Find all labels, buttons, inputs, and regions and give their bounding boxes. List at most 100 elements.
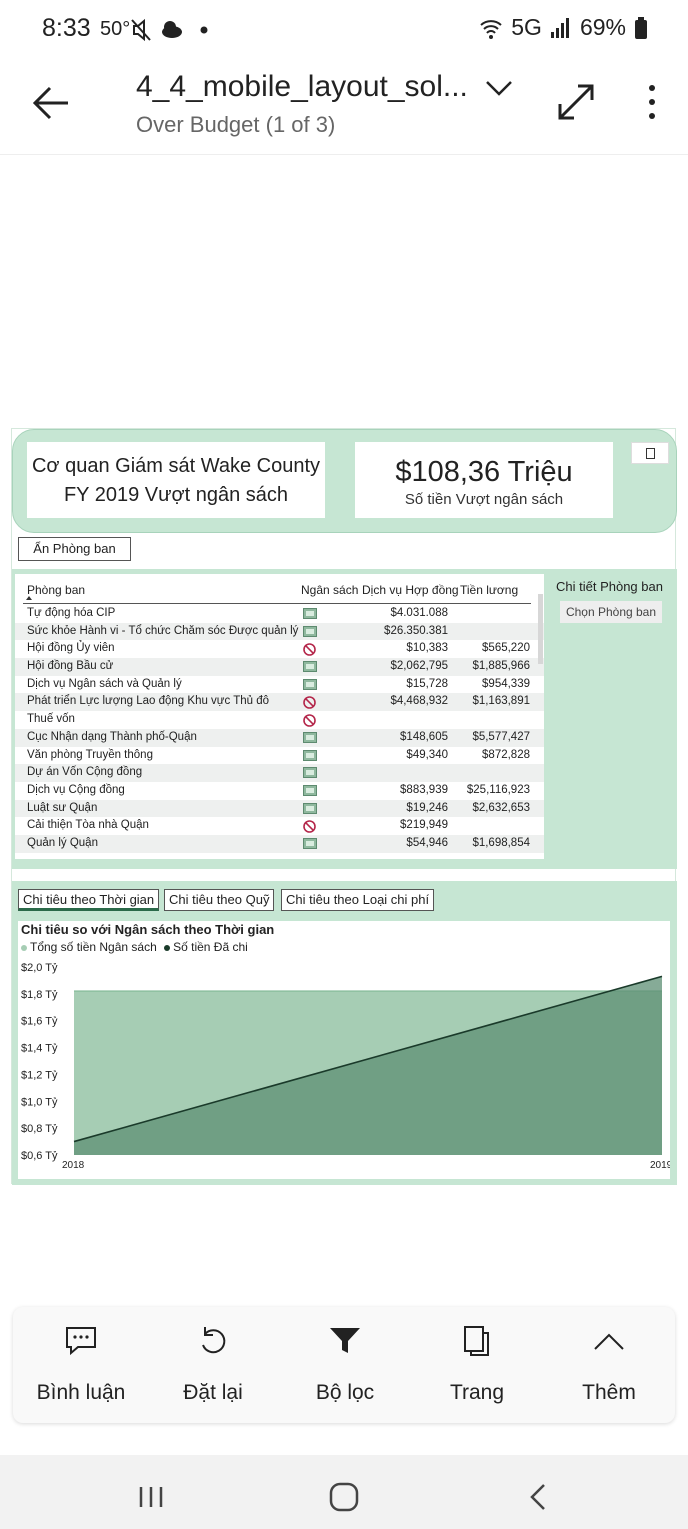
cell-contract: $54,946 <box>406 836 448 849</box>
table-row[interactable]: Hội đồng Ủy viên $10,383 $565,220 <box>15 640 544 658</box>
pages-label: Trang <box>449 1381 505 1404</box>
more-label: Thêm <box>582 1381 636 1404</box>
table-row[interactable]: Hội đồng Bầu cử $2,062,795 $1,885,966 <box>15 658 544 676</box>
home-icon[interactable] <box>328 1481 360 1513</box>
table-row[interactable]: Cục Nhận dạng Thành phố-Quận $148,605 $5,5… <box>15 728 544 747</box>
pages-icon <box>464 1326 489 1356</box>
sort-asc-icon <box>26 596 32 600</box>
select-department-button[interactable]: Chọn Phòng ban <box>560 601 662 623</box>
spending-section: Chi tiêu theo Thời gian Chi tiêu theo Qu… <box>12 881 677 1185</box>
x-tick-label: 2019 <box>650 1160 670 1171</box>
col-header-department[interactable]: Phòng ban <box>27 583 86 597</box>
table-row[interactable]: Cải thiện Tòa nhà Quận $219,949 <box>15 817 544 835</box>
cell-contract: $10,383 <box>406 642 448 655</box>
wifi-icon <box>480 19 502 39</box>
cell-contract: $4,468,932 <box>390 695 448 708</box>
signal-icon <box>550 17 569 38</box>
cell-salary: $5,577,427 <box>472 730 530 743</box>
table-scrollbar[interactable] <box>537 584 543 846</box>
spending-chart: Chi tiêu so với Ngân sách theo Thời gian… <box>18 921 670 1179</box>
expand-icon[interactable] <box>556 82 596 122</box>
report-title[interactable]: 4_4_mobile_layout_sol... <box>136 70 468 103</box>
table-body: Tự động hóa CIP $4.031.088 Sức khỏe Hành v… <box>15 605 544 853</box>
info-button[interactable] <box>631 442 669 464</box>
department-table: Phòng ban Ngân sách Dịch vụ Hợp đồng Tiề… <box>15 574 544 859</box>
chart-title: Chi tiêu so với Ngân sách theo Thời gian <box>21 922 275 937</box>
col-header-salary[interactable]: Tiền lương <box>460 583 519 597</box>
cell-department: Hội đồng Bầu cử <box>27 660 114 673</box>
table-row[interactable]: Dịch vụ Cộng đồng $883,939 $25,116,923 <box>15 782 544 800</box>
cell-salary: $25,116,923 <box>466 783 530 796</box>
tab-spending-fund[interactable]: Chi tiêu theo Quỹ <box>164 889 275 911</box>
y-tick-label: $2,0 Tỷ <box>21 962 58 974</box>
y-tick-label: $1,6 Tỷ <box>21 1016 58 1028</box>
kpi-label: Số tiền Vượt ngân sách <box>404 491 564 508</box>
cell-department: Dịch vụ Cộng đồng <box>27 783 125 796</box>
tab-spending-type[interactable]: Chi tiêu theo Loại chi phí <box>281 889 435 911</box>
recent-apps-icon[interactable] <box>136 1483 166 1511</box>
header-divider <box>23 603 531 604</box>
back-nav-icon[interactable] <box>526 1483 550 1511</box>
money-icon <box>303 731 317 746</box>
cell-salary: $954,339 <box>482 677 530 690</box>
cell-department: Cục Nhận dạng Thành phố-Quận <box>27 730 197 743</box>
cell-contract: $19,246 <box>406 801 448 814</box>
cell-contract: $2,062,795 <box>390 660 448 673</box>
tab-spending-time[interactable]: Chi tiêu theo Thời gian <box>18 889 160 911</box>
cell-contract: $26.350.381 <box>384 624 448 637</box>
cell-department: Văn phòng Truyền thông <box>27 748 153 761</box>
cell-department: Luật sư Quận <box>27 801 98 814</box>
col-header-contract[interactable]: Dịch vụ Hợp đồng <box>362 583 459 597</box>
reset-label: Đặt lại <box>183 1381 243 1404</box>
prohibited-icon <box>303 714 316 730</box>
money-icon <box>303 767 317 781</box>
mute-icon <box>131 18 151 42</box>
table-row[interactable]: Thuế vốn <box>15 711 544 729</box>
app-bar: 4_4_mobile_layout_sol... Over Budget (1 … <box>0 60 688 155</box>
cell-department: Dự án Vốn Cộng đồng <box>27 766 143 779</box>
chevron-down-icon[interactable] <box>485 78 513 98</box>
table-row[interactable]: Sức khỏe Hành vi - Tổ chức Chăm sóc Được… <box>15 622 544 641</box>
cell-salary: $872,828 <box>482 748 530 761</box>
table-row[interactable]: Dự án Vốn Cộng đồng <box>15 764 544 782</box>
spent-area <box>74 976 662 1155</box>
pages-button[interactable]: Trang <box>411 1307 543 1423</box>
hide-departments-button[interactable]: Ẩn Phòng ban <box>18 537 131 561</box>
cell-contract: $883,939 <box>400 783 448 796</box>
cell-department: Sức khỏe Hành vi - Tổ chức Chăm sóc Được… <box>27 624 299 637</box>
table-row[interactable]: Quản lý Quận $54,946 $1,698,854 <box>15 834 544 853</box>
cell-department: Cải thiện Tòa nhà Quận <box>27 819 149 832</box>
kpi-card: $108,36 Triệu Số tiền Vượt ngân sách <box>355 442 613 518</box>
cell-salary: $1,698,854 <box>472 836 530 849</box>
scroll-thumb[interactable] <box>538 594 543 664</box>
reset-icon <box>202 1327 226 1354</box>
bottom-action-bar: Bình luận Đặt lại Bộ lọc Trang Thêm <box>13 1307 675 1423</box>
spent-line <box>73 975 663 1143</box>
system-nav-bar <box>0 1455 688 1529</box>
y-tick-label: $1,0 Tỷ <box>21 1096 58 1108</box>
reset-button[interactable]: Đặt lại <box>147 1307 279 1423</box>
report-header: Cơ quan Giám sát Wake County FY 2019 Vượ… <box>12 429 677 533</box>
page-subtitle: Over Budget (1 of 3) <box>136 112 336 137</box>
table-row[interactable]: Tự động hóa CIP $4.031.088 <box>15 605 544 623</box>
cell-contract: $219,949 <box>400 819 448 832</box>
status-right: 5G 69% <box>479 14 648 41</box>
table-row[interactable]: Văn phòng Truyền thông $49,340 $872,828 <box>15 747 544 765</box>
col-header-budget[interactable]: Ngân sách <box>301 583 359 597</box>
cell-department: Phát triển Lực lượng Lao động Khu vực Th… <box>27 695 270 708</box>
prohibited-icon <box>303 820 316 836</box>
back-arrow-icon[interactable] <box>30 82 72 124</box>
dot-icon <box>200 26 208 34</box>
status-temp: 50° <box>100 18 131 40</box>
table-row[interactable]: Dịch vụ Ngân sách và Quản lý $15,728 $954,… <box>15 676 544 694</box>
table-row[interactable]: Luật sư Quận $19,246 $2,632,653 <box>15 799 544 818</box>
money-icon <box>303 625 317 640</box>
comment-button[interactable]: Bình luận <box>15 1307 147 1423</box>
comment-label: Bình luận <box>36 1381 126 1404</box>
more-button[interactable]: Thêm <box>543 1307 675 1423</box>
cell-salary: $1,885,966 <box>472 660 530 673</box>
cell-department: Hội đồng Ủy viên <box>27 642 115 655</box>
table-row[interactable]: Phát triển Lực lượng Lao động Khu vực Th… <box>15 693 544 712</box>
more-options-icon[interactable] <box>646 84 658 120</box>
filter-button[interactable]: Bộ lọc <box>279 1307 411 1423</box>
